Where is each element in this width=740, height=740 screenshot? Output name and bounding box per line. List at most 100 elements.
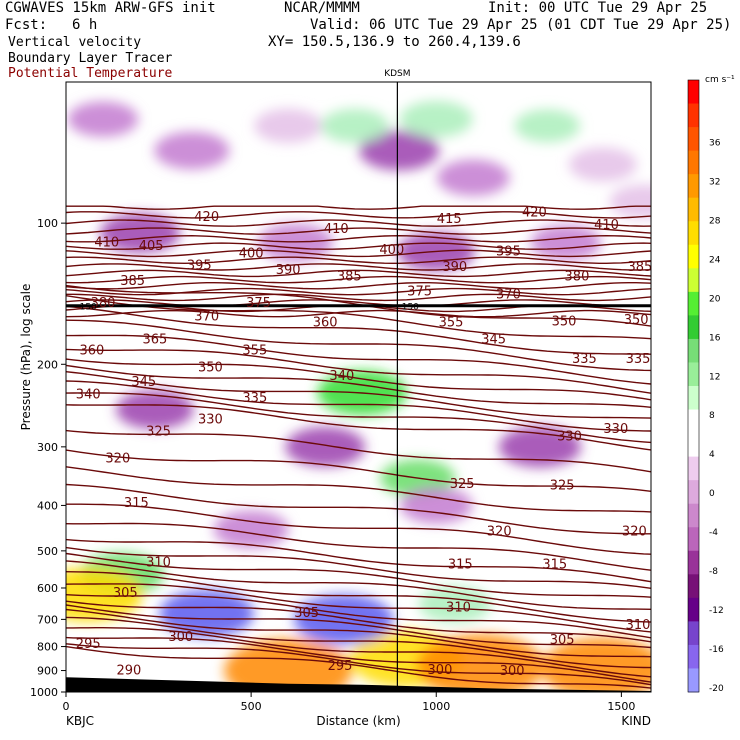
axes-overlay: KDSM 0 500 1000 1500 100 200 300 400 500 600 700 800…: [19, 69, 652, 728]
theta-label: 355: [439, 316, 464, 331]
vertical-velocity-cell: [436, 159, 510, 196]
theta-label: 290: [117, 664, 142, 679]
forecast-label: Fcst:: [5, 17, 48, 33]
colorbar-label: 32: [709, 177, 720, 187]
potential-temperature-contours: 420 420 415 410 410 410 405 400 400 395 395 390 390 3…: [66, 205, 652, 689]
colorbar-label: 8: [709, 411, 715, 421]
colorbar-label: 36: [709, 138, 721, 148]
theta-label: 350: [624, 313, 649, 328]
theta-contour: [66, 645, 651, 689]
colorbar-swatch: [688, 268, 699, 293]
colorbar-swatch: [688, 315, 699, 340]
theta-label: 390: [442, 260, 467, 275]
theta-contour: [66, 483, 651, 535]
colorbar-swatch: [688, 644, 699, 669]
theta-contour: [66, 249, 651, 258]
colorbar-swatch: [688, 221, 699, 246]
theta-label: 380: [91, 296, 116, 311]
y-tick-label: 800: [37, 641, 58, 654]
vertical-velocity-cell: [116, 390, 194, 430]
colorbar-swatch: [688, 197, 699, 222]
theta-contour: [66, 234, 651, 243]
theta-contour: [66, 242, 651, 250]
colorbar-swatch: [688, 574, 699, 599]
theta-label: 310: [146, 556, 171, 571]
theta-contour: [66, 299, 651, 307]
theta-label: 400: [379, 243, 404, 258]
theta-label: 380: [565, 270, 590, 285]
plot-frame: [65, 81, 652, 693]
theta-contour: [66, 503, 651, 555]
theta-label: 295: [76, 637, 101, 652]
colorbar: cm s⁻¹ 36 32 28 24 20 16 12 8 4 0 -4 -8 -12 -16 -20: [687, 75, 735, 694]
theta-contour: [66, 211, 651, 219]
theta-contour: [66, 293, 651, 302]
theta-label: 420: [194, 210, 219, 225]
theta-label: 310: [626, 618, 651, 633]
y-axis-label: Pressure (hPa), log scale: [19, 284, 33, 431]
theta-label: 330: [603, 422, 628, 437]
x-tick-label: 500: [241, 700, 262, 713]
theta-label: 335: [626, 352, 651, 367]
y-tick-label: 400: [37, 499, 58, 512]
theta-contour: [66, 404, 651, 451]
colorbar-label: -16: [709, 645, 724, 655]
y-tick-label: 300: [37, 441, 58, 454]
vertical-velocity-cell: [254, 108, 323, 143]
vertical-velocity-field: [66, 100, 651, 692]
colorbar-swatch: [688, 150, 699, 175]
theta-label: 300: [428, 663, 453, 678]
theta-label: 300: [500, 664, 525, 679]
theta-label: 305: [550, 633, 575, 648]
colorbar-units: cm s⁻¹: [705, 75, 735, 85]
theta-contour: [66, 552, 651, 598]
start-station-label: KBJC: [66, 714, 94, 728]
theta-contour: [66, 643, 651, 686]
theta-label: 335: [572, 352, 597, 367]
field-label-blt: Boundary Layer Tracer: [8, 51, 173, 66]
init-time: Init: 00 UTC Tue 29 Apr 25: [488, 0, 708, 16]
theta-label: 420: [522, 206, 547, 221]
vertical-velocity-cell: [514, 109, 581, 143]
theta-label: 385: [627, 260, 652, 275]
theta-contour: [66, 309, 651, 318]
theta-contour: [66, 604, 651, 649]
theta-contour: [66, 205, 651, 210]
theta-contour: [66, 358, 651, 401]
theta-label: 400: [239, 246, 264, 261]
theta-label: 345: [481, 332, 506, 347]
theta-label: 405: [139, 239, 164, 254]
y-tick-label: 100: [37, 217, 58, 230]
theta-label: 325: [550, 479, 575, 494]
theta-label: 350: [198, 360, 223, 375]
colorbar-label: 16: [709, 333, 721, 343]
theta-contour: [66, 600, 651, 643]
theta-contour: [66, 371, 651, 419]
colorbar-swatch: [688, 386, 699, 411]
theta-contour: [66, 449, 651, 492]
vertical-velocity-cell: [399, 487, 473, 524]
colorbar-swatch: [688, 174, 699, 199]
center-label: NCAR/MMMM: [284, 0, 360, 16]
theta-label: 410: [594, 218, 619, 233]
theta-contour: [66, 380, 651, 432]
theta-label: 390: [276, 263, 301, 278]
colorbar-swatch: [688, 103, 699, 128]
theta-contour: [66, 319, 651, 372]
vertical-velocity-cell: [609, 184, 651, 219]
vertical-velocity-cell: [530, 224, 602, 261]
y-tick-label: 700: [37, 613, 58, 626]
model-title: CGWAVES 15km ARW-GFS init: [5, 0, 216, 16]
vertical-velocity-cell: [257, 223, 334, 262]
theta-label: 345: [131, 375, 156, 390]
colorbar-label: 20: [709, 294, 721, 304]
colorbar-swatch: [688, 456, 699, 481]
theta-label: 305: [294, 606, 319, 621]
y-tick-label: 600: [37, 582, 58, 595]
vertical-velocity-cell: [399, 100, 473, 138]
theta-label: 330: [198, 412, 223, 427]
field-label-vertical-velocity: Vertical velocity: [8, 35, 142, 50]
theta-contour: [66, 560, 651, 610]
theta-label: 360: [80, 344, 105, 359]
colorbar-swatch: [688, 409, 699, 434]
